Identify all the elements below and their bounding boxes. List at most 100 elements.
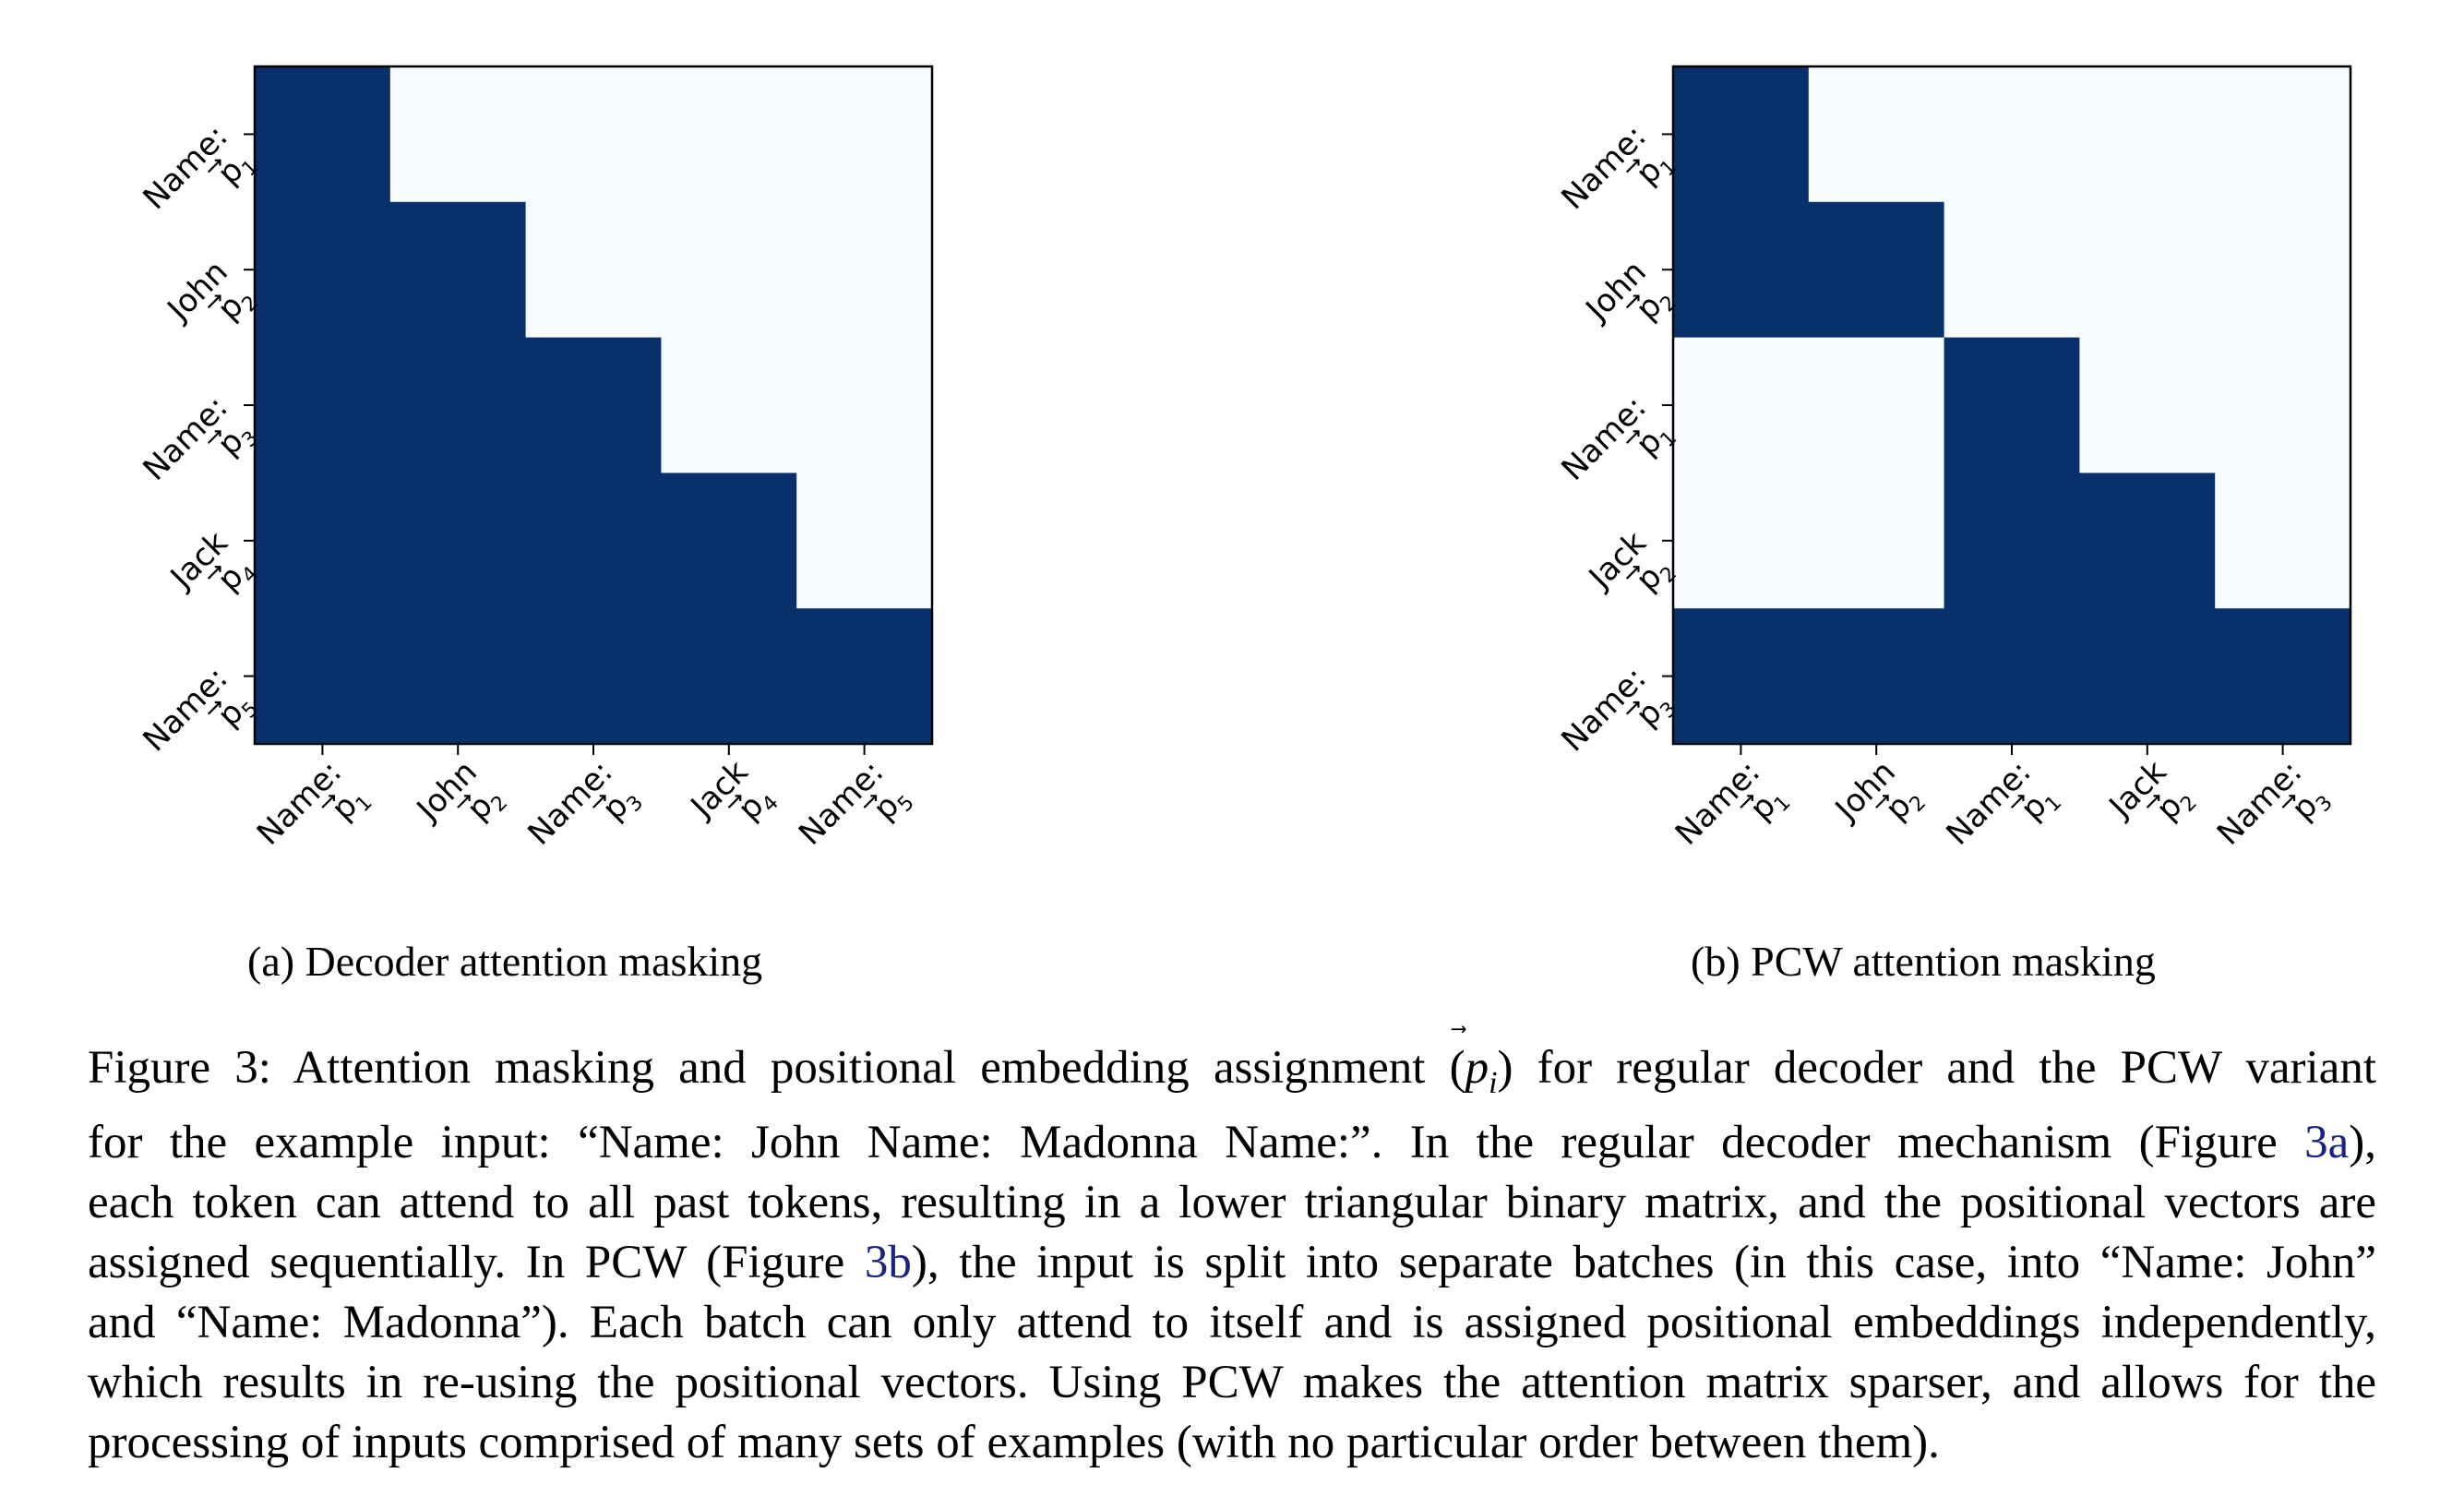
heatmap-cell-4-4 bbox=[796, 608, 933, 745]
heatmap-cell-1-3 bbox=[661, 201, 797, 339]
heatmap-cell-0-0 bbox=[1673, 66, 1810, 203]
heatmap-cell-0-4 bbox=[796, 66, 933, 203]
y-tick-label: Name:p1 bbox=[1554, 389, 1681, 487]
vector-arrow-icon bbox=[1625, 159, 1640, 174]
heatmap-cell-2-3 bbox=[661, 337, 797, 473]
figure-reference-link[interactable]: 3b bbox=[864, 1237, 912, 1289]
heatmap-cell-3-2 bbox=[1944, 473, 2080, 609]
heatmap-cell-0-0 bbox=[255, 66, 391, 203]
heatmap-cell-2-2 bbox=[525, 337, 662, 473]
vector-arrow-icon bbox=[727, 795, 742, 808]
y-tick-label: Name:p3 bbox=[136, 389, 263, 487]
heatmap-cell-4-1 bbox=[1808, 608, 1945, 745]
heatmap-cell-3-0 bbox=[1673, 473, 1810, 609]
heatmap-cell-4-1 bbox=[389, 608, 527, 745]
heatmap-cell-4-3 bbox=[661, 608, 797, 745]
heatmap-cell-1-4 bbox=[796, 201, 933, 339]
vector-arrow-icon bbox=[2146, 795, 2160, 808]
heatmap-cell-0-3 bbox=[661, 66, 797, 203]
subfigure-caption-b: (b) PCW attention masking bbox=[1691, 938, 2156, 985]
x-tick-label: Name:p5 bbox=[792, 753, 919, 852]
subfigure-caption-a: (a) Decoder attention masking bbox=[247, 938, 763, 985]
vector-arrow-icon bbox=[2281, 795, 2296, 808]
heatmap-cell-2-4 bbox=[796, 337, 933, 473]
heatmap-cell-2-3 bbox=[2079, 337, 2216, 473]
heatmap-panel-b: Name:p1Johnp2Name:p1Jackp2Name:p3Name:p1… bbox=[1554, 65, 2352, 853]
figure-caption: Figure 3: Attention masking and position… bbox=[88, 1038, 2376, 1473]
heatmap-cell-3-4 bbox=[2215, 473, 2351, 609]
heatmap-cell-2-1 bbox=[1808, 337, 1945, 473]
heatmap-cell-3-1 bbox=[389, 473, 527, 609]
heatmap-cell-4-2 bbox=[1944, 608, 2080, 745]
heatmap-panel-a: Name:p1Johnp2Name:p3Jackp4Name:p5Name:p1… bbox=[136, 65, 934, 853]
vector-arrow-icon bbox=[592, 795, 606, 808]
heatmap-cell-3-1 bbox=[1808, 473, 1945, 609]
y-tick-label: Name:p1 bbox=[136, 118, 263, 217]
heatmap-cell-4-0 bbox=[1673, 608, 1810, 745]
caption-line: and “Name: Madonna”). Each batch can onl… bbox=[88, 1297, 2376, 1349]
figure-panels: Name:p1Johnp2Name:p3Jackp4Name:p5Name:p1… bbox=[136, 65, 2352, 853]
heatmap-cell-0-3 bbox=[2079, 66, 2216, 203]
vector-arrow-icon bbox=[2010, 795, 2025, 808]
heatmap-cell-3-0 bbox=[255, 473, 391, 609]
vector-arrow-icon bbox=[207, 701, 221, 715]
heatmap-cell-3-3 bbox=[661, 473, 797, 609]
vector-arrow-icon bbox=[207, 566, 221, 580]
x-tick-label: Name:p3 bbox=[2210, 753, 2338, 852]
vector-arrow-icon bbox=[1625, 294, 1640, 309]
heatmap-cell-1-1 bbox=[389, 201, 527, 339]
heatmap-cell-4-2 bbox=[525, 608, 662, 745]
vector-arrow-icon bbox=[1625, 430, 1640, 444]
math-vector-p-i: ⃗pi bbox=[1465, 1042, 1498, 1101]
heatmap-cell-4-3 bbox=[2079, 608, 2216, 745]
heatmap-cell-0-4 bbox=[2215, 66, 2351, 203]
caption-line: Figure 3: Attention masking and position… bbox=[88, 1038, 2376, 1113]
vector-arrow-icon bbox=[1740, 795, 1753, 808]
heatmap-cell-2-4 bbox=[2215, 337, 2351, 473]
vector-arrow-icon bbox=[1625, 701, 1640, 715]
caption-line: each token can attend to all past tokens… bbox=[88, 1177, 2376, 1229]
x-tick-label: Name:p3 bbox=[520, 753, 648, 852]
heatmap-cell-0-2 bbox=[1944, 66, 2080, 203]
heatmap-cell-0-1 bbox=[389, 66, 527, 203]
vector-arrow-icon bbox=[1625, 566, 1640, 580]
heatmap-cell-2-0 bbox=[255, 337, 391, 473]
heatmap-cell-1-0 bbox=[1673, 201, 1810, 339]
vector-arrow-icon bbox=[207, 430, 221, 444]
heatmap-cell-3-4 bbox=[796, 473, 933, 609]
heatmap-cell-3-3 bbox=[2079, 473, 2216, 609]
heatmap-cell-1-3 bbox=[2079, 201, 2216, 339]
caption-line: for the example input: “Name: John Name:… bbox=[88, 1117, 2376, 1169]
figure-reference-link[interactable]: 3a bbox=[2304, 1117, 2350, 1169]
y-tick-label: Name:p3 bbox=[1554, 660, 1681, 759]
heatmap-cell-1-4 bbox=[2215, 201, 2351, 339]
heatmap-cell-0-1 bbox=[1808, 66, 1945, 203]
heatmap-cell-1-2 bbox=[1944, 201, 2080, 339]
heatmap-cell-0-2 bbox=[525, 66, 662, 203]
vector-arrow-icon bbox=[321, 795, 335, 808]
y-tick-label: Name:p5 bbox=[136, 660, 263, 759]
y-tick-label: Name:p1 bbox=[1554, 118, 1681, 217]
vector-arrow-icon bbox=[1875, 795, 1889, 808]
vector-arrow-icon bbox=[207, 294, 221, 309]
heatmap-cell-4-0 bbox=[255, 608, 391, 745]
vector-arrow-icon bbox=[863, 795, 878, 808]
x-tick-label: Name:p1 bbox=[1669, 753, 1796, 852]
heatmap-cell-1-1 bbox=[1808, 201, 1945, 339]
heatmap-cell-4-4 bbox=[2215, 608, 2351, 745]
vector-arrow-icon bbox=[207, 159, 221, 174]
x-tick-label: Name:p1 bbox=[250, 753, 377, 852]
heatmap-cell-2-0 bbox=[1673, 337, 1810, 473]
heatmap-cell-1-0 bbox=[255, 201, 391, 339]
heatmap-cell-2-1 bbox=[389, 337, 527, 473]
heatmap-cell-1-2 bbox=[525, 201, 662, 339]
x-tick-label: Name:p1 bbox=[1939, 753, 2066, 852]
vector-arrow-icon bbox=[457, 795, 471, 808]
caption-line: processing of inputs comprised of many s… bbox=[88, 1417, 1940, 1469]
